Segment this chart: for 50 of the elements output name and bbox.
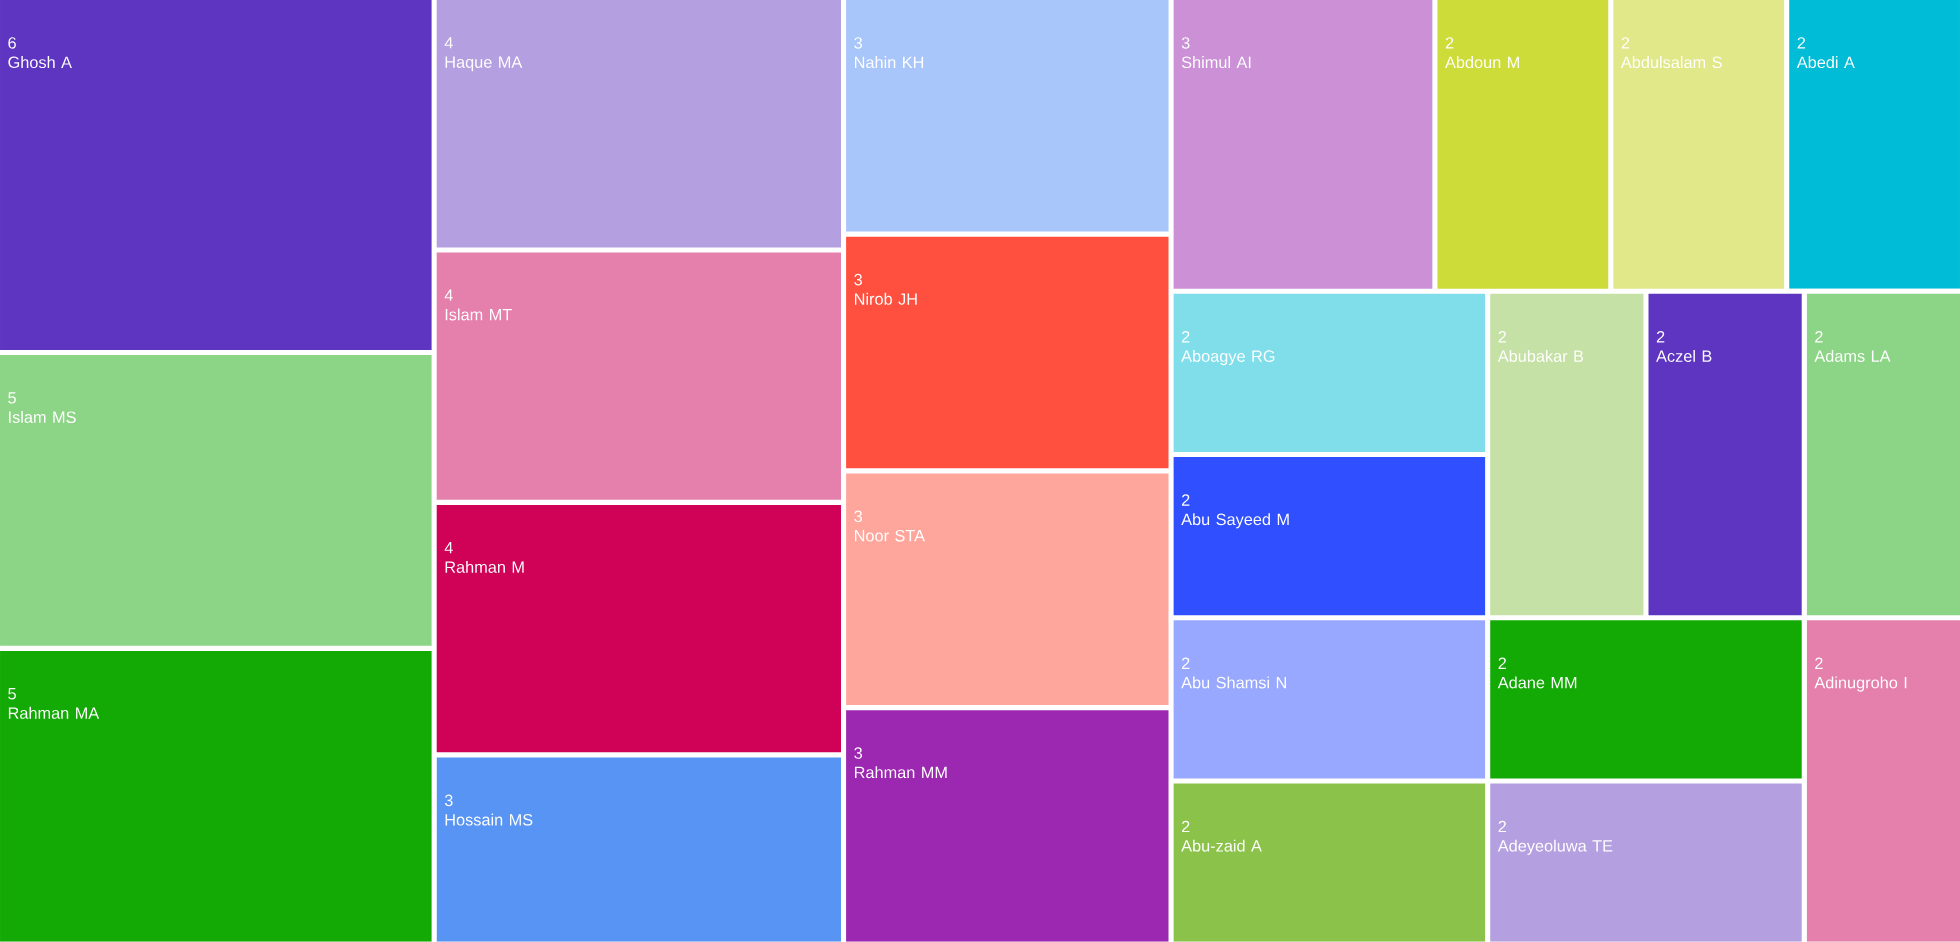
category-label: Nirob JH: [855, 292, 917, 305]
data-label: 3: [1181, 37, 1190, 49]
data-label: 3: [444, 794, 453, 807]
data-label: 2: [1797, 37, 1806, 49]
data-label: 6: [8, 37, 16, 49]
category-label: Adeyeoluwa TE: [1497, 839, 1613, 856]
data-label: 3: [854, 37, 862, 49]
data-label: 5: [8, 688, 16, 700]
data-label: 2: [1498, 820, 1507, 833]
data-label: 3: [854, 747, 862, 759]
category-label: Aboagye RG: [1181, 350, 1275, 366]
category-label: Adane MM: [1497, 676, 1577, 689]
data-label: 2: [1445, 37, 1454, 49]
category-label: Abdoun M: [1445, 56, 1519, 69]
category-label: Abubakar B: [1497, 350, 1584, 363]
category-label: Abdulsalam S: [1620, 56, 1722, 69]
data-label: 2: [1182, 657, 1190, 669]
data-label: 3: [854, 273, 862, 286]
category-label: Noor STA: [855, 530, 925, 542]
data-label: 3: [854, 510, 862, 523]
data-label: 2: [1182, 494, 1190, 506]
category-label: Islam MT: [445, 308, 512, 321]
category-label: Adams LA: [1814, 350, 1891, 363]
data-label: 2: [1656, 331, 1665, 343]
category-label: Abedi A: [1796, 56, 1855, 69]
category-label: Adinugroho I: [1814, 676, 1907, 692]
data-label: 2: [1182, 820, 1190, 833]
category-label: Nahin KH: [855, 56, 924, 69]
category-label: Rahman M: [445, 561, 524, 574]
data-label: 4: [444, 289, 453, 301]
data-label: 2: [1621, 37, 1630, 49]
category-label: Abu Shamsi N: [1181, 676, 1286, 689]
data-label: 2: [1182, 331, 1190, 343]
category-label: Rahman MM: [855, 766, 947, 779]
category-label: Islam MS: [9, 411, 76, 424]
data-label: 5: [8, 392, 16, 404]
data-label: 2: [1815, 331, 1823, 343]
category-label: Hossain MS: [445, 813, 533, 826]
category-label: Ghosh A: [8, 56, 72, 69]
data-label: 4: [444, 37, 453, 49]
data-label: 2: [1498, 331, 1507, 343]
data-label: 2: [1815, 657, 1823, 669]
category-label: Haque MA: [445, 56, 523, 72]
data-label: 2: [1498, 657, 1507, 669]
category-label: Aczel B: [1656, 350, 1712, 363]
category-label: Rahman MA: [8, 706, 100, 719]
category-label: Abu Sayeed M: [1181, 513, 1289, 529]
category-label: Abu-zaid A: [1181, 839, 1262, 852]
data-label: 4: [444, 542, 453, 554]
category-label: Shimul AI: [1181, 56, 1251, 69]
